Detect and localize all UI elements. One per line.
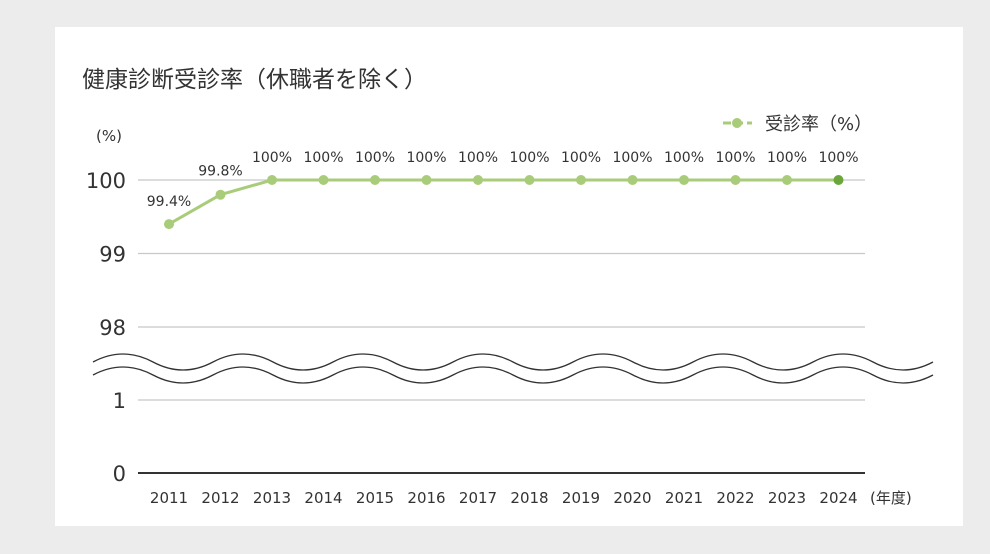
data-point: [267, 175, 277, 185]
data-point: [782, 175, 792, 185]
x-axis-unit: (年度): [870, 489, 912, 507]
x-tick-label: 2020: [613, 489, 651, 507]
data-label: 100%: [612, 150, 652, 166]
data-point: [473, 175, 483, 185]
data-label: 100%: [303, 150, 343, 166]
data-label: 100%: [664, 150, 704, 166]
data-label: 100%: [355, 150, 395, 166]
x-tick-label: 2015: [356, 489, 394, 507]
y-axis-unit: (%): [96, 127, 122, 145]
x-tick-label: 2019: [562, 489, 600, 507]
y-tick-label: 99: [99, 243, 126, 267]
data-label: 100%: [715, 150, 755, 166]
x-tick-label: 2017: [459, 489, 497, 507]
data-point: [318, 175, 329, 185]
axis-break-line: [92, 353, 934, 371]
data-point: [627, 175, 638, 185]
data-point: [576, 175, 586, 185]
data-label: 99.4%: [147, 194, 191, 210]
y-tick-label: 100: [86, 169, 126, 193]
y-tick-label: 0: [113, 462, 126, 486]
data-label: 100%: [252, 150, 292, 166]
y-tick-label: 98: [99, 316, 126, 340]
x-tick-label: 2021: [665, 489, 703, 507]
data-point: [730, 175, 741, 185]
data-point: [215, 189, 226, 200]
x-tick-label: 2013: [253, 489, 291, 507]
x-tick-label: 2012: [201, 489, 239, 507]
axis-break-line: [92, 366, 934, 384]
data-point: [421, 175, 432, 185]
data-point: [370, 175, 380, 185]
x-tick-label: 2024: [819, 489, 857, 507]
legend-marker: [732, 118, 742, 128]
x-tick-label: 2023: [768, 489, 806, 507]
data-label: 100%: [458, 150, 498, 166]
data-point: [679, 175, 689, 185]
x-tick-label: 2014: [304, 489, 342, 507]
data-label: 100%: [561, 150, 601, 166]
data-point: [833, 175, 844, 185]
legend-label: 受診率（%）: [765, 114, 872, 135]
y-tick-label: 1: [113, 389, 126, 413]
data-point: [164, 219, 174, 230]
data-label: 100%: [767, 150, 807, 166]
x-tick-label: 2018: [510, 489, 548, 507]
series-line: [168, 178, 839, 226]
data-label: 100%: [509, 150, 549, 166]
data-label: 100%: [406, 150, 446, 166]
data-label: 99.8%: [198, 164, 242, 180]
x-tick-label: 2016: [407, 489, 445, 507]
x-tick-label: 2022: [716, 489, 754, 507]
chart-title: 健康診断受診率（休職者を除く）: [82, 67, 427, 93]
data-label: 100%: [818, 150, 858, 166]
x-tick-label: 2011: [150, 489, 188, 507]
data-point: [524, 175, 535, 185]
chart-card: [55, 27, 963, 526]
